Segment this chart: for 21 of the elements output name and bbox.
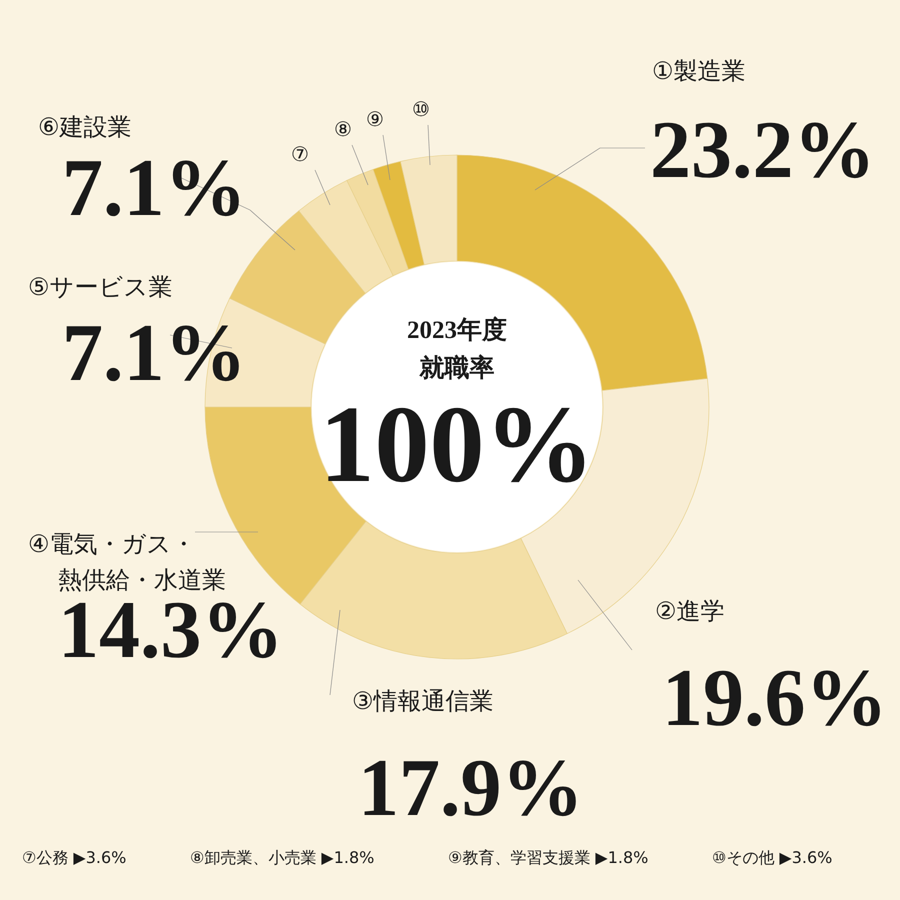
text: ⑧卸売業、小売業 ▶1.8% [190,848,374,867]
data-label: 17.9% [358,742,584,833]
slice-label: ②進学 [655,597,725,625]
slice-label: ③情報通信業 [352,687,494,715]
slice-label: ⑦ [291,142,309,166]
data-label: 19.6% [662,652,888,743]
slice-label: ⑩ [412,97,430,121]
slice-label: ⑥建設業 [38,113,132,141]
slice-label: ⑧ [334,117,352,141]
text: ⑩その他 ▶3.6% [712,848,832,867]
slice-label: ⑤サービス業 [28,273,173,301]
slice-label: ⑨ [366,107,384,131]
text: 2023年度 [407,316,507,344]
text: 就職率 [418,354,494,382]
data-label: 7.1% [62,142,246,233]
text: ⑦公務 ▶3.6% [22,848,126,867]
slice-label: ①製造業 [652,57,746,85]
data-label: 7.1% [62,307,246,398]
text: ⑨教育、学習支援業 ▶1.8% [448,848,648,867]
data-label: 23.2% [650,104,876,195]
text: 100% [320,383,594,505]
